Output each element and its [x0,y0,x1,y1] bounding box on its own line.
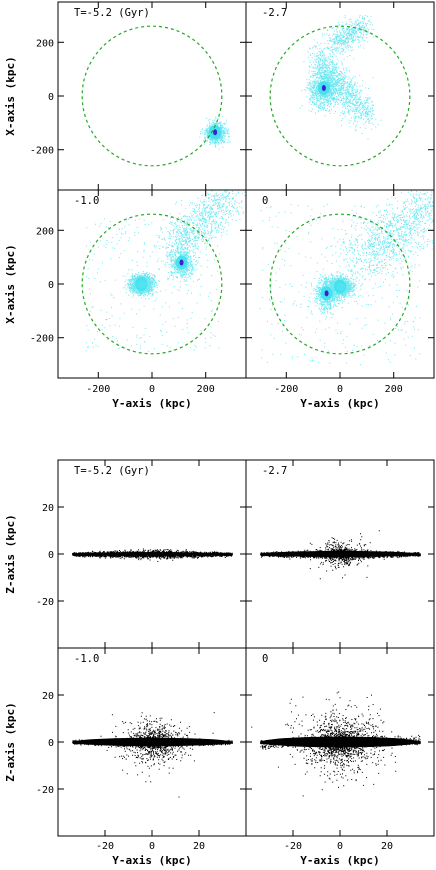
panel-plot-area [72,548,233,562]
y-tick-label: 0 [48,92,54,103]
x-tick-label: 20 [381,841,393,852]
panel-x-y-2: -2.7 [245,1,435,191]
x-tick-label: 0 [149,841,155,852]
panel-plot-area [260,530,421,580]
y-tick-label: 200 [36,38,54,49]
host-halo [334,279,346,294]
panel-x-y-4: 0 -200 0 200 [245,189,435,395]
x-axis-label: Y-axis (kpc) [112,397,191,410]
x-axis-label: Y-axis (kpc) [300,854,379,867]
panel-frame [57,1,247,191]
y-tick-label: -200 [30,146,54,157]
y-axis-label: Z-axis (kpc) [4,514,17,593]
panel-plot-area [72,712,233,798]
reference-circle [81,25,223,167]
satellite-core [213,129,218,136]
x-tick-label: 0 [337,841,343,852]
y-tick-label: 0 [48,280,54,291]
panel-plot-area [81,190,246,355]
panel-plot-area [259,190,434,366]
x-tick-label: 0 [337,384,343,395]
x-tick-label: -20 [96,841,114,852]
particle-points [299,15,382,140]
panel-y-z-1: T=-5.2 (Gyr) -20 0 20 [36,459,247,649]
y-axis-label: X-axis (kpc) [4,244,17,323]
y-tick-label: -200 [30,334,54,345]
particle-points [72,712,233,798]
x-tick-label: -200 [86,384,110,395]
panel-frame [245,1,435,191]
y-axis-label: Z-axis (kpc) [4,702,17,781]
panel-plot-area [269,15,411,167]
disk-midplane [73,552,231,556]
satellite-core [324,290,329,297]
y-tick-label: 20 [42,691,54,702]
disk-midplane [261,736,419,748]
panel-x-y-1: T=-5.2 (Gyr) -200 0 200 [30,1,247,191]
y-tick-label: 0 [48,550,54,561]
panel-label: -2.7 [262,7,287,19]
host-halo [135,277,148,291]
x-tick-label: 20 [193,841,205,852]
chart-x-y: T=-5.2 (Gyr) -200 0 200 -2.7 -1.0 -200 0 200 -200… [4,1,435,410]
x-tick-label: 0 [149,384,155,395]
x-tick-label: -20 [284,841,302,852]
panel-label: -2.7 [262,465,287,477]
y-tick-label: 200 [36,226,54,237]
y-tick-label: 0 [48,738,54,749]
x-tick-label: 200 [197,384,215,395]
panel-label: 0 [262,653,268,665]
x-tick-label: 200 [385,384,403,395]
panel-label: T=-5.2 (Gyr) [74,7,150,19]
y-axis-label: X-axis (kpc) [4,56,17,135]
reference-circle [269,213,411,355]
reference-circle [269,25,411,167]
disk-midplane [73,737,231,747]
panel-y-z-2: -2.7 [245,459,435,649]
disk-midplane [261,551,419,557]
x-axis-label: Y-axis (kpc) [300,397,379,410]
panel-x-y-3: -1.0 -200 0 200 -200 0 200 [30,189,247,395]
panel-label: -1.0 [74,653,99,665]
particle-points [85,190,246,352]
reference-circle [81,213,223,355]
panel-y-z-3: -1.0 -20 0 20 -20 0 20 [36,647,247,852]
y-tick-label: 20 [42,503,54,514]
panel-plot-area [251,691,421,797]
panel-label: 0 [262,195,268,207]
y-tick-label: -20 [36,785,54,796]
panel-label: T=-5.2 (Gyr) [74,465,150,477]
panel-plot-area [81,25,231,167]
satellite-core [179,259,184,266]
panel-label: -1.0 [74,195,99,207]
satellite-core [321,84,326,91]
panel-y-z-4: 0 -20 0 20 [245,647,435,852]
y-tick-label: -20 [36,597,54,608]
particle-points [259,190,434,366]
x-axis-label: Y-axis (kpc) [112,854,191,867]
x-tick-label: -200 [274,384,298,395]
